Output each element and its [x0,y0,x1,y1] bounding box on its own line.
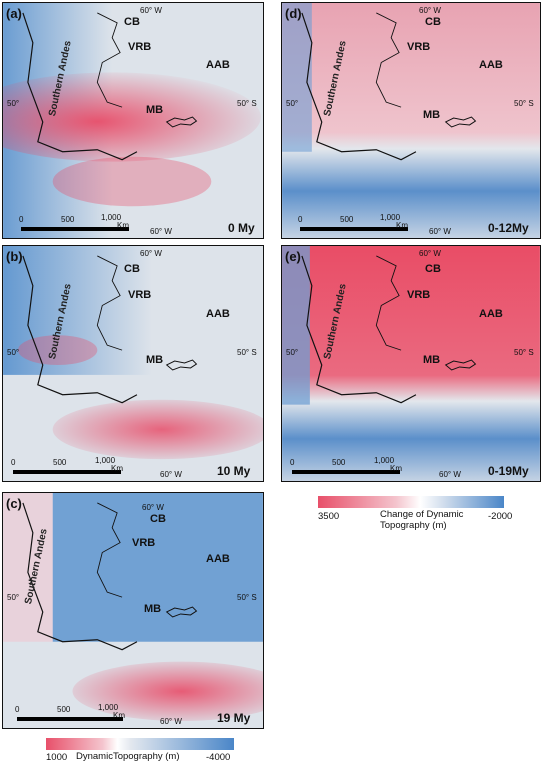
map-b [3,246,263,481]
scale-0: 0 [19,215,24,224]
lon-top-label: 60° W [140,6,162,15]
vrb-label: VRB [407,41,431,53]
aab-label: AAB [206,553,230,565]
scale-km: Km [117,221,129,230]
scale-500: 500 [332,458,346,467]
panel-e: (e) 60° W CB VRB AAB MB Southern Andes 5… [281,245,541,482]
cb-label: CB [150,513,166,525]
map-d [282,3,540,238]
panel-letter: (e) [285,249,301,264]
map-e [282,246,540,481]
scale-km: Km [396,221,408,230]
map-c [3,493,263,728]
age-label: 0 My [228,221,255,235]
scale-km: Km [111,464,123,473]
legend-change-dynamic-topography: 3500 Change of Dynamic Topography (m) -2… [318,496,518,536]
panel-b: (b) 60° W CB VRB AAB MB Southern Andes 5… [2,245,264,482]
lon-bottom-label: 60° W [160,717,182,726]
lat-right-label: 50° S [237,593,257,602]
panel-c: (c) 60° W CB VRB AAB MB Southern Andes 5… [2,492,264,729]
cb-label: CB [425,263,441,275]
legend-color-bar [318,496,504,508]
cb-label: CB [425,16,441,28]
mb-label: MB [146,104,164,116]
cb-label: CB [124,16,140,28]
lat-left-label: 50° [286,348,299,357]
lon-bottom-label: 60° W [150,227,172,236]
panel-letter: (b) [6,249,23,264]
scale-bar [292,470,400,474]
age-label: 0-19My [488,464,529,478]
scale-1000: 1,000 [374,456,395,465]
aab-label: AAB [206,59,230,71]
scale-500: 500 [57,705,71,714]
panel-letter: (c) [6,496,22,511]
vrb-label: VRB [128,289,152,301]
vrb-label: VRB [132,537,156,549]
legend-max-label: -2000 [488,511,513,522]
aab-label: AAB [479,59,503,71]
lat-right-label: 50° S [514,99,534,108]
age-label: 10 My [217,464,251,478]
scale-bar [300,227,408,231]
lat-left-label: 50° [7,348,20,357]
panel-a: (a) 60° W CB VRB AAB MB Southern Andes 5… [2,2,264,239]
lat-left-label: 50° [7,99,20,108]
mb-label: MB [423,354,441,366]
scale-bar [13,470,121,474]
scale-1000: 1,000 [101,213,122,222]
lon-bottom-label: 60° W [429,227,451,236]
panel-letter: (d) [285,6,302,21]
scale-0: 0 [15,705,20,714]
mb-label: MB [423,109,441,121]
legend-title: DynamicTopography (m) [76,751,180,762]
scale-bar [17,717,123,721]
age-label: 19 My [217,711,251,725]
scale-km: Km [390,464,402,473]
scale-500: 500 [53,458,67,467]
vrb-label: VRB [407,289,431,301]
scale-500: 500 [61,215,75,224]
scale-500: 500 [340,215,354,224]
lon-top-label: 60° W [419,6,441,15]
vrb-label: VRB [128,41,152,53]
aab-label: AAB [479,308,503,320]
scale-km: Km [113,711,125,720]
legend-title-line2: Topography (m) [380,520,447,531]
scale-0: 0 [298,215,303,224]
legend-max-label: -4000 [206,752,231,763]
cb-label: CB [124,263,140,275]
scale-1000: 1,000 [380,213,401,222]
lon-bottom-label: 60° W [439,470,461,479]
panel-letter: (a) [6,6,22,21]
lat-right-label: 50° S [514,348,534,357]
mb-label: MB [144,603,162,615]
lat-left-label: 50° [286,99,299,108]
lat-left-label: 50° [7,593,20,602]
legend-dynamic-topography: 1000 DynamicTopography (m) -4000 [46,738,266,764]
mb-label: MB [146,354,164,366]
lat-right-label: 50° S [237,99,257,108]
scale-bar [21,227,129,231]
legend-min-label: 1000 [46,752,68,763]
legend-color-bar [46,738,234,750]
lon-top-label: 60° W [419,249,441,258]
lon-top-label: 60° W [140,249,162,258]
age-label: 0-12My [488,221,529,235]
scale-0: 0 [11,458,16,467]
legend-title-line1: Change of Dynamic [380,509,464,520]
panel-d: (d) 60° W CB VRB AAB MB Southern Andes 5… [281,2,541,239]
scale-1000: 1,000 [98,703,119,712]
lon-top-label: 60° W [142,503,164,512]
scale-0: 0 [290,458,295,467]
scale-1000: 1,000 [95,456,116,465]
lat-right-label: 50° S [237,348,257,357]
lon-bottom-label: 60° W [160,470,182,479]
aab-label: AAB [206,308,230,320]
legend-min-label: 3500 [318,511,340,522]
map-a [3,3,263,238]
